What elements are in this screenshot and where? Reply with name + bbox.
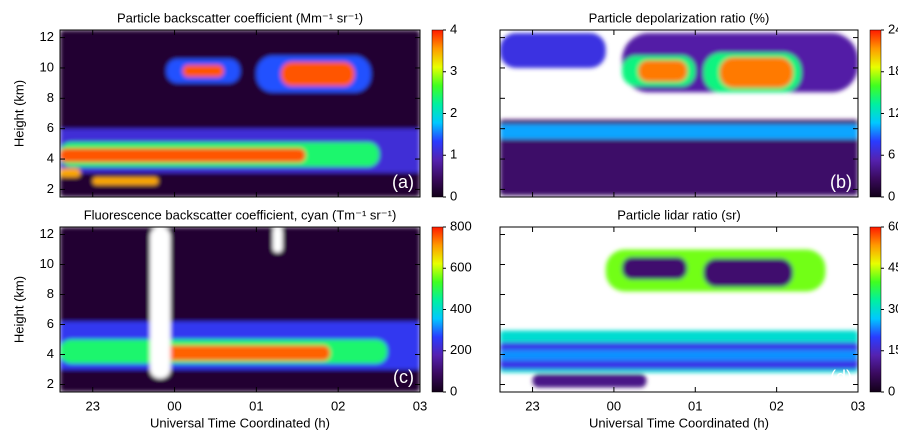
colorbar-tick-label: 12 xyxy=(888,105,898,120)
panel-title: Particle depolarization ratio (%) xyxy=(589,10,770,25)
colorbar-tick-label: 200 xyxy=(450,342,472,357)
heatmap-cell xyxy=(60,148,306,163)
colorbar-tick-label: 0 xyxy=(450,383,457,398)
x-tick-label: 02 xyxy=(331,398,345,413)
heatmap-cells xyxy=(60,30,420,197)
y-tick-label: 12 xyxy=(40,29,54,44)
colorbar xyxy=(431,29,444,198)
x-axis-label: Universal Time Coordinated (h) xyxy=(589,415,769,430)
plot-frame xyxy=(499,29,859,198)
heatmap-cells xyxy=(60,227,420,392)
colorbar-tick-label: 15 xyxy=(888,342,898,357)
y-axis-label: Height (km) xyxy=(11,276,26,343)
colorbar-tick-label: 0 xyxy=(888,188,895,203)
y-tick-label: 4 xyxy=(47,150,54,165)
colorbar-tick-label: 45 xyxy=(888,260,898,275)
colorbar-tick-label: 600 xyxy=(450,260,472,275)
colorbar-tick-label: 4 xyxy=(450,21,457,36)
heatmap-cell xyxy=(272,227,283,253)
colorbar-tick-label: 800 xyxy=(450,218,472,233)
colorbar xyxy=(869,226,882,393)
y-tick-label: 8 xyxy=(47,90,54,105)
heatmap xyxy=(60,227,420,392)
x-tick-label: 03 xyxy=(851,398,865,413)
colorbar xyxy=(431,226,444,393)
heatmap-cell xyxy=(622,257,688,280)
colorbar-tick-label: 0 xyxy=(450,188,457,203)
heatmap-cell xyxy=(150,227,171,379)
colorbar-tick-label: 18 xyxy=(888,63,898,78)
y-tick-label: 2 xyxy=(47,181,54,196)
heatmap-cells xyxy=(500,249,858,388)
colorbar-tick-label: 1 xyxy=(450,147,457,162)
x-tick-label: 00 xyxy=(167,398,181,413)
x-tick-label: 23 xyxy=(525,398,539,413)
y-tick-label: 12 xyxy=(40,226,54,241)
y-tick-label: 6 xyxy=(47,120,54,135)
heatmap-cell xyxy=(92,177,159,185)
colorbar-tick-label: 30 xyxy=(888,301,898,316)
y-tick-label: 4 xyxy=(47,346,54,361)
y-tick-label: 6 xyxy=(47,316,54,331)
plot-frame xyxy=(499,226,859,393)
heatmap-cell xyxy=(719,57,793,88)
y-tick-label: 10 xyxy=(40,256,54,271)
x-tick-label: 03 xyxy=(413,398,427,413)
colorbar-tick-label: 400 xyxy=(450,301,472,316)
heatmap xyxy=(500,249,858,388)
heatmap-cell xyxy=(182,64,224,78)
panel-label: (c) xyxy=(393,367,414,387)
heatmap-cell xyxy=(500,33,606,68)
y-tick-label: 10 xyxy=(40,59,54,74)
heatmap-cell xyxy=(158,345,330,361)
colorbar-tick-label: 6 xyxy=(888,147,895,162)
plot-frame xyxy=(59,29,421,198)
colorbar-tick-label: 60 xyxy=(888,218,898,233)
x-tick-label: 01 xyxy=(249,398,263,413)
x-tick-label: 00 xyxy=(607,398,621,413)
heatmap-cell xyxy=(532,374,647,388)
heatmap-cell xyxy=(500,124,858,140)
x-tick-label: 23 xyxy=(85,398,99,413)
x-tick-label: 02 xyxy=(769,398,783,413)
panel-label: (b) xyxy=(830,172,852,192)
colorbar xyxy=(869,29,882,198)
heatmap xyxy=(60,30,420,197)
panel-label: (a) xyxy=(392,172,414,192)
panel-title: Particle lidar ratio (sr) xyxy=(617,207,741,222)
plot-frame xyxy=(59,226,421,393)
heatmap-cell xyxy=(280,61,355,87)
x-tick-label: 01 xyxy=(688,398,702,413)
panel-label: (d) xyxy=(830,367,852,387)
y-tick-label: 8 xyxy=(47,286,54,301)
heatmap-cell xyxy=(60,168,81,178)
heatmap-cells xyxy=(500,33,858,196)
y-axis-label: Height (km) xyxy=(11,80,26,147)
colorbar-tick-label: 0 xyxy=(888,383,895,398)
colorbar-tick-label: 2 xyxy=(450,105,457,120)
y-tick-label: 2 xyxy=(47,376,54,391)
heatmap-cell xyxy=(500,350,858,361)
colorbar-tick-label: 24 xyxy=(888,21,898,36)
heatmap-cell xyxy=(703,258,793,287)
colorbar-tick-label: 3 xyxy=(450,63,457,78)
panel-title: Fluorescence backscatter coefficient, cy… xyxy=(84,207,397,222)
panel-title: Particle backscatter coefficient (Mm⁻¹ s… xyxy=(117,10,363,25)
x-axis-label: Universal Time Coordinated (h) xyxy=(150,415,330,430)
heatmap-cell xyxy=(638,60,688,82)
heatmap xyxy=(500,33,858,196)
